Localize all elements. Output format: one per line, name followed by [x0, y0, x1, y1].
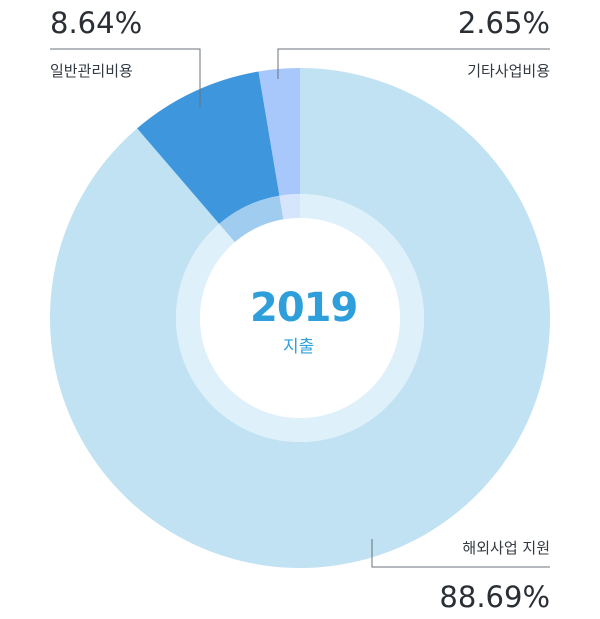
leader-line-other-business	[277, 48, 550, 79]
slice-label-overseas-support: 해외사업 지원	[462, 539, 550, 557]
slice-value-overseas-support: 88.69%	[439, 580, 550, 614]
donut-inner-ring-2	[279, 194, 300, 220]
slice-label-other-business: 기타사업비용	[467, 62, 550, 80]
donut-inner-ring-1	[219, 195, 284, 243]
center-year: 2019	[250, 285, 358, 331]
leader-line-overseas-support	[371, 539, 550, 568]
slice-value-other-business: 2.65%	[457, 6, 550, 40]
donut-center-hole	[200, 218, 400, 418]
center-subtitle: 지출	[283, 337, 315, 357]
slice-value-general-admin: 8.64%	[50, 6, 143, 40]
donut-slice-1	[137, 71, 280, 224]
donut-slice-2	[258, 68, 300, 196]
slice-label-general-admin: 일반관리비용	[50, 62, 133, 80]
leader-line-general-admin	[50, 48, 201, 108]
donut-slice-0	[49, 68, 550, 569]
